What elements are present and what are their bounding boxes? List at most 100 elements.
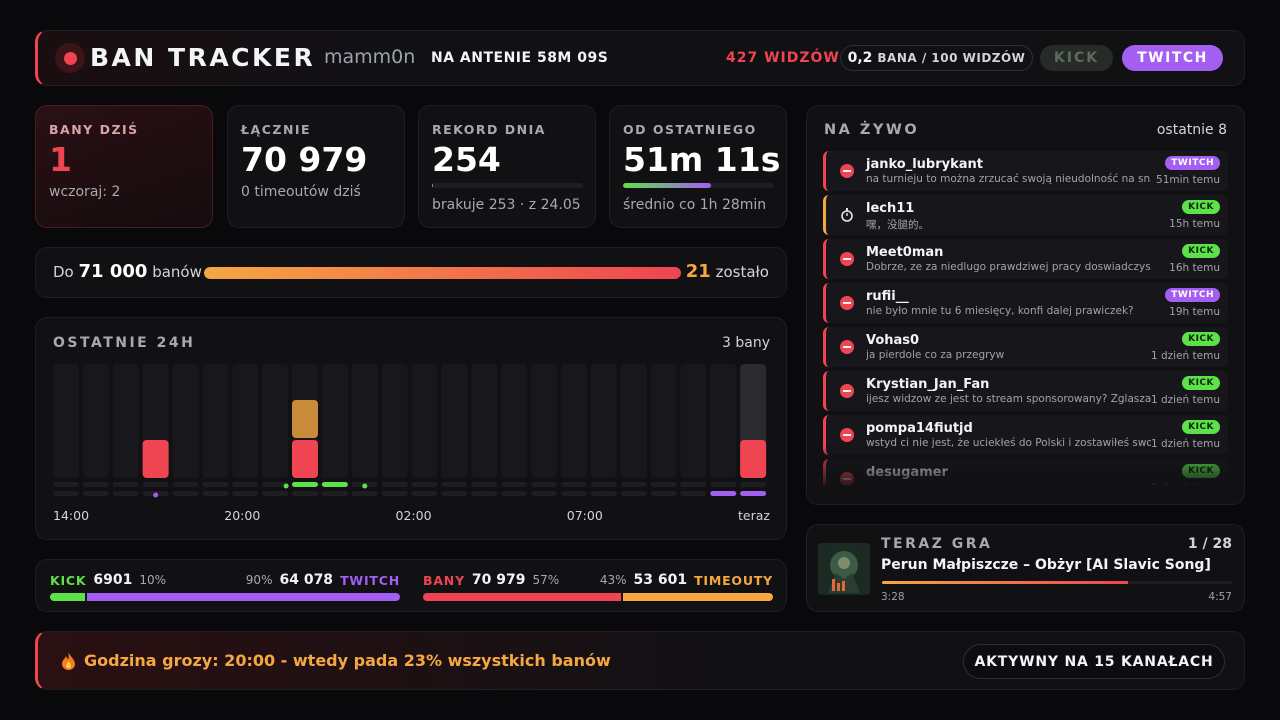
stat-value: 1 [49,140,72,179]
split-bar [423,593,773,601]
footer: Godzina grozy: 20:00 - wtedy pada 23% ws… [35,631,1245,690]
hour-track [620,364,647,478]
goal-unit: banów [152,263,202,281]
live-time: NA ANTENIE 58M 09S [431,50,609,66]
indicator [82,482,109,487]
time: 19h temu [1169,306,1220,318]
live-panel: NA ŻYWO ostatnie 8 janko_lubrykant na tur… [806,105,1245,505]
icon-shape [843,302,851,304]
icon-shape [846,208,848,211]
kick-button[interactable]: KICK [1040,45,1113,71]
feed-item: Krystian_Jan_Fan ijesz widzow ze jest to … [823,371,1228,411]
stat-progress [432,183,583,188]
time: 1 dzień temu [1150,438,1220,450]
hour-track [531,364,557,478]
icon-shape [843,258,851,260]
left-pct: 57% [532,573,560,587]
indicator [471,482,498,487]
goal-track [204,267,681,279]
ban-icon [840,472,854,485]
hour-track [112,364,139,478]
header: BAN TRACKER mamm0n NA ANTENIE 58M 09S 42… [35,30,1245,86]
platform-badge: KICK [1182,244,1220,258]
live-summary: ostatnie 8 [1156,122,1227,138]
indicator [680,491,707,496]
hour-track [262,364,289,478]
goal-remaining: 21 zostało [686,261,769,282]
hour-track [710,364,737,478]
track-progress [882,581,1233,584]
username: janko_lubrykant [866,157,983,172]
hour-track [172,364,199,478]
goal: Do 71 000 banów 21 zostało [35,247,787,298]
remaining-value: 21 [685,261,711,282]
stat-note: średnio co 1h 28min [623,197,767,213]
x-tick-label: 07:00 [566,508,603,523]
stat-value: 70 979 [241,140,368,179]
platform-pill [740,491,767,496]
platform-dot [283,483,289,489]
stat-note: brakuje 253 · z 24.05 [432,197,581,213]
flame-icon [62,652,75,670]
footer-text: Godzina grozy: 20:00 - wtedy pada 23% ws… [84,651,611,670]
username: Vohas0 [866,333,920,348]
hour-track [351,364,378,478]
stat-label: REKORD DNIA [432,122,546,137]
stat-value: 254 [432,140,501,179]
right-fill [623,593,773,601]
indicator [262,482,289,487]
indicator [112,491,139,496]
platform-badge: KICK [1182,420,1220,434]
timeout-bar [292,400,318,438]
indicator [232,482,259,487]
viewers: 427 WIDZÓW [726,50,840,66]
left-pct: 10% [139,573,167,587]
left-value: 70 979 [471,572,526,588]
username: Krystian_Jan_Fan [866,377,990,392]
indicator [411,491,438,496]
indicator [560,491,587,496]
stat-card: ŁĄCZNIE 70 979 0 timeoutów dziś [227,105,405,228]
live-dot [55,43,85,73]
indicator [501,491,528,496]
indicator [680,482,707,487]
indicator [650,482,677,487]
ban-bar [142,440,169,478]
cover-art [818,543,870,595]
ban-icon [840,384,854,398]
hour-track [560,364,587,478]
indicator [351,491,378,496]
stat-label: ŁĄCZNIE [241,122,312,137]
stat-label: OD OSTATNIEGO [623,122,757,137]
right-value: 53 601 [633,572,688,588]
indicator [381,491,408,496]
x-tick-label: 14:00 [53,508,90,523]
playlist-position: 1 / 28 [1187,536,1232,552]
x-tick-label: 20:00 [224,508,261,523]
twitch-button[interactable]: TWITCH [1122,45,1223,71]
time: 16h temu [1169,262,1220,274]
hour-track [53,364,79,478]
platform-pill [710,491,737,496]
indicator [262,491,289,496]
indicator [172,482,199,487]
indicator [292,491,318,496]
icon-shape [843,170,851,172]
right-pct: 43% [599,573,627,587]
indicator [590,482,617,487]
hour-track [202,364,229,478]
goal-text: Do 71 000 banów [53,261,202,282]
split-panel: KICK 6901 10% 90% 64 078 TWITCH BANY 70 979 57% 4… [35,559,787,612]
left-label: BANY [423,572,465,588]
indicator [411,482,438,487]
goal-prefix: Do [53,263,74,281]
duration: 4:57 [1208,591,1232,603]
icon-shape [843,478,851,480]
ban-icon [840,428,854,442]
channel: mamm0n [324,46,416,68]
feed-item: lech11 嘿，没腿的。 KICK 15h temu [823,195,1228,235]
icon-shape [843,390,851,392]
indicator [232,491,259,496]
stat-card: REKORD DNIA 254 brakuje 253 · z 24.05 [418,105,596,228]
ratio: 0,2 BANA / 100 WIDZÓW [840,45,1033,71]
